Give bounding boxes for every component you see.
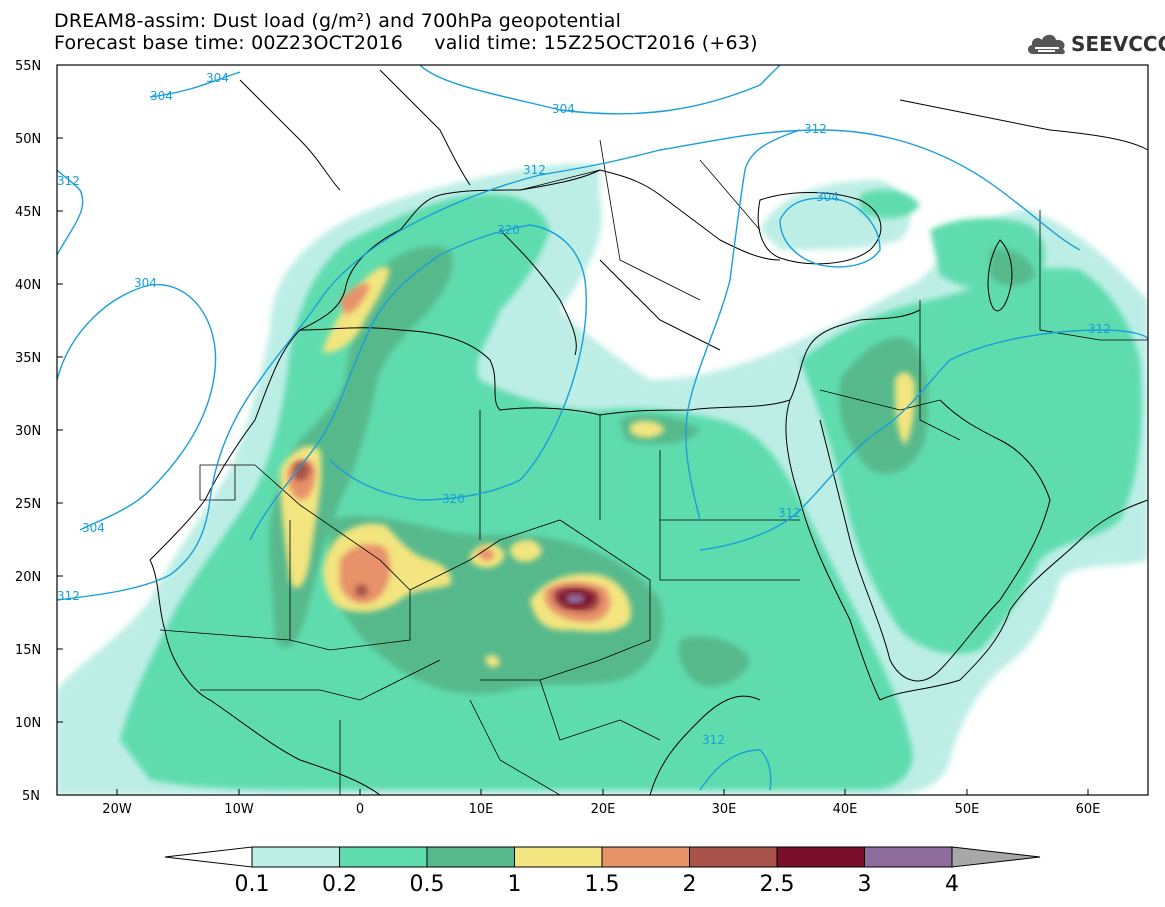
lon-tick-label: 10W bbox=[224, 802, 254, 817]
colorbar-label: 3 bbox=[858, 872, 872, 897]
contour-label: 312 bbox=[702, 733, 725, 747]
contour-label: 312 bbox=[804, 122, 827, 136]
dust-level-4 bbox=[565, 593, 586, 604]
lat-axis bbox=[57, 64, 63, 796]
map-title: DREAM8-assim: Dust load (g/m²) and 700hP… bbox=[54, 10, 622, 32]
lon-tick-label: 0 bbox=[356, 802, 364, 817]
lon-tick-label: 60E bbox=[1076, 802, 1101, 817]
lon-tick-label: 20W bbox=[102, 802, 132, 817]
lon-tick-label: 20E bbox=[591, 802, 616, 817]
contour-label: 304 bbox=[816, 190, 839, 204]
lat-tick-label: 40N bbox=[15, 278, 41, 293]
lat-tick-label: 55N bbox=[15, 59, 41, 74]
contour-label: 320 bbox=[497, 223, 520, 237]
dust-field bbox=[57, 163, 1148, 795]
contour-label: 304 bbox=[150, 89, 173, 103]
colorbar-bin bbox=[601, 846, 690, 868]
lat-tick-label: 45N bbox=[15, 205, 41, 220]
contour-label: 320 bbox=[442, 492, 465, 506]
colorbar-bin bbox=[864, 846, 953, 868]
lon-tick-label: 10E bbox=[469, 802, 494, 817]
seevccc-logo: SEEVCCC bbox=[1025, 26, 1165, 58]
colorbar-label: 0.2 bbox=[322, 872, 357, 897]
colorbar-label: 2.5 bbox=[760, 872, 795, 897]
lon-tick-label: 40E bbox=[833, 802, 858, 817]
contour-label: 304 bbox=[206, 71, 229, 85]
country-borders bbox=[159, 139, 1148, 795]
valid-time: valid time: 15Z25OCT2016 (+63) bbox=[434, 32, 758, 54]
colorbar-bin bbox=[339, 846, 428, 868]
base-time: Forecast base time: 00Z23OCT2016 bbox=[54, 32, 404, 54]
colorbar-bin bbox=[426, 846, 515, 868]
lat-tick-label: 15N bbox=[15, 643, 41, 658]
colorbar-label: 1 bbox=[508, 872, 522, 897]
colorbar-label: 4 bbox=[945, 872, 959, 897]
colorbar-over bbox=[951, 846, 1041, 868]
colorbar-labels: 0.1 0.2 0.5 1 1.5 2 2.5 3 4 bbox=[235, 872, 960, 897]
contour-label: 312 bbox=[57, 589, 80, 603]
contour-label: 312 bbox=[1088, 322, 1111, 336]
contour-label: 304 bbox=[552, 102, 575, 116]
lat-tick-label: 25N bbox=[15, 497, 41, 512]
contour-label: 312 bbox=[778, 506, 801, 520]
lat-tick-label: 30N bbox=[15, 424, 41, 439]
lat-tick-label: 50N bbox=[15, 132, 41, 147]
lon-tick-label: 50E bbox=[955, 802, 980, 817]
colorbar-label: 0.1 bbox=[235, 872, 270, 897]
colorbar-under bbox=[164, 846, 253, 868]
lat-tick-label: 20N bbox=[15, 570, 41, 585]
lon-tick-label: 30E bbox=[712, 802, 737, 817]
colorbar-label: 2 bbox=[683, 872, 697, 897]
colorbar-bin bbox=[514, 846, 603, 868]
forecast-times: Forecast base time: 00Z23OCT2016 valid t… bbox=[54, 32, 758, 54]
lat-tick-label: 35N bbox=[15, 351, 41, 366]
lat-tick-label: 5N bbox=[22, 789, 40, 804]
cloud-icon bbox=[1027, 34, 1065, 55]
colorbar-bin bbox=[689, 846, 778, 868]
colorbar-label: 0.5 bbox=[410, 872, 445, 897]
coastlines bbox=[149, 69, 1148, 795]
colorbar-bin bbox=[776, 846, 865, 868]
lon-axis bbox=[116, 789, 1089, 795]
colorbar-label: 1.5 bbox=[585, 872, 620, 897]
logo-text: SEEVCCC bbox=[1071, 32, 1165, 56]
contour-label: 312 bbox=[523, 163, 546, 177]
lat-tick-labels: 55N 50N 45N 40N 35N 30N 25N 20N 15N 10N … bbox=[15, 59, 41, 804]
lon-tick-labels: 20W 10W 0 10E 20E 30E 40E 50E 60E bbox=[102, 802, 1100, 817]
geopotential-contours bbox=[57, 65, 1148, 791]
lat-tick-label: 10N bbox=[15, 716, 41, 731]
colorbar-bin bbox=[251, 846, 340, 868]
contour-labels: 304 304 304 312 320 312 304 312 320 312 … bbox=[57, 71, 1111, 747]
colorbar bbox=[164, 846, 1041, 868]
contour-label: 304 bbox=[82, 521, 105, 535]
contour-label: 312 bbox=[57, 174, 80, 188]
contour-label: 304 bbox=[134, 276, 157, 290]
